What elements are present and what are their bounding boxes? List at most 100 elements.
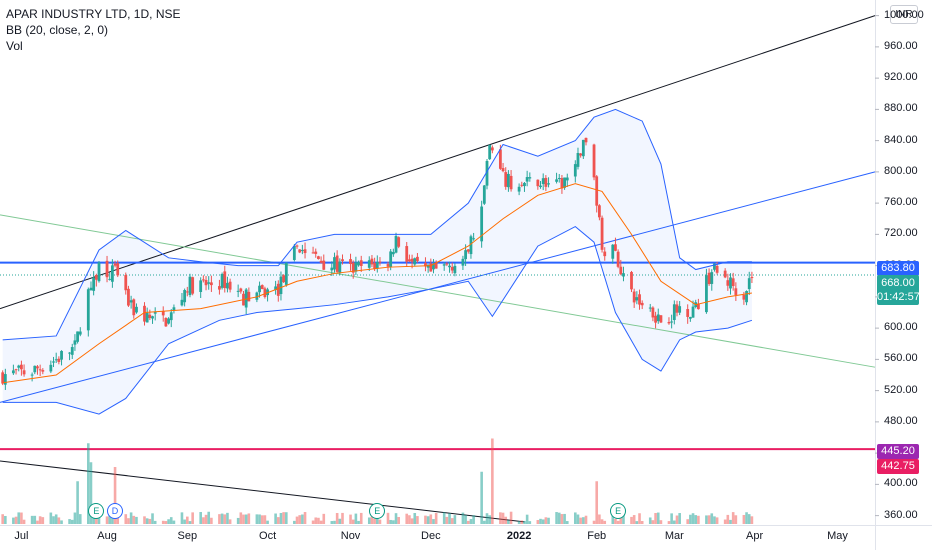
volume-bar [370, 516, 374, 524]
price-tick-label: 960.00 [884, 39, 918, 52]
candle-body [528, 177, 532, 179]
volume-bar [386, 512, 390, 524]
earnings-event-marker[interactable]: E [369, 503, 386, 519]
candle-body [501, 168, 505, 172]
volume-bar [686, 519, 689, 524]
volume-bar [710, 513, 714, 524]
candle-body [742, 295, 746, 300]
candle-body [541, 178, 545, 185]
volume-bar [525, 514, 529, 524]
volume-bar [359, 512, 363, 524]
volume-bar [742, 514, 746, 524]
candle-body [3, 374, 7, 385]
candle-body [731, 278, 735, 287]
trendline-black-upper [0, 15, 876, 310]
candle-body [311, 252, 315, 254]
candle-body [180, 299, 184, 306]
volume-bar [129, 512, 133, 524]
volume-bar [210, 517, 213, 524]
candle-body [185, 291, 189, 293]
volume-bar [434, 512, 438, 524]
volume-bar [731, 512, 735, 524]
candle-body [274, 286, 278, 291]
volume-bar [17, 512, 21, 524]
candle-body [33, 365, 37, 373]
volume-bar [148, 518, 152, 524]
candle-body [349, 259, 352, 265]
volume-bar [317, 517, 320, 524]
candle-body [282, 275, 286, 283]
volume-bar [244, 514, 248, 524]
candle-body [276, 283, 280, 296]
volume-bar [592, 520, 596, 524]
dividend-event-marker[interactable]: D [107, 503, 124, 519]
candle-body [78, 331, 82, 335]
candle-body [153, 312, 157, 314]
volume-bar [218, 514, 221, 524]
volume-bar [426, 516, 430, 524]
volume-bar [461, 512, 465, 524]
candle-body [110, 265, 114, 282]
volume-bar [501, 512, 505, 524]
candle-body [696, 303, 700, 310]
candle-body [750, 277, 754, 279]
earnings-event-marker[interactable]: E [88, 503, 105, 519]
candle-body [298, 249, 302, 253]
candle-body [38, 369, 42, 371]
volume-bar [713, 516, 716, 524]
candle-body [54, 359, 58, 361]
volume-bar [57, 517, 61, 524]
volume-bar [651, 520, 655, 524]
volume-bar [453, 515, 457, 524]
price-tick-label: 400.00 [884, 477, 918, 490]
volume-bar [223, 514, 227, 524]
time-tick-label: Aug [97, 530, 117, 542]
legend-volume[interactable]: Vol [6, 39, 23, 53]
volume-bar [172, 520, 176, 524]
volume-bar [611, 514, 615, 524]
candle-body [490, 147, 494, 151]
volume-bar [560, 514, 564, 524]
volume-bar [258, 514, 261, 524]
legend-bollinger-bands[interactable]: BB (20, close, 2, 0) [6, 23, 109, 37]
volume-bar [41, 517, 45, 524]
volume-bar [279, 512, 283, 524]
volume-bar [408, 515, 411, 524]
volume-bar [667, 521, 671, 524]
volume-bar [124, 514, 128, 524]
candle-body [57, 358, 61, 362]
candle-body [445, 263, 449, 265]
candle-body [373, 263, 377, 269]
candle-body [228, 281, 232, 290]
candle-body [410, 258, 414, 262]
candle-body [584, 137, 588, 143]
volume-bar [536, 520, 540, 524]
legend-symbol: APAR INDUSTRY LTD, 1D, NSE [6, 7, 181, 21]
volume-bar [659, 520, 663, 524]
candle-body [209, 282, 213, 286]
candle-body [317, 256, 320, 260]
candle-body [354, 262, 358, 272]
candle-body [70, 347, 74, 355]
volume-bar [747, 514, 751, 524]
volume-bar [14, 516, 18, 524]
volume-bar [89, 462, 93, 524]
price-tick-label: 920.00 [884, 71, 918, 84]
volume-bar [87, 443, 90, 524]
volume-bar [301, 514, 304, 524]
candle-body [707, 272, 711, 285]
candle-body [656, 314, 660, 322]
volume-bar [274, 513, 277, 524]
earnings-event-marker[interactable]: E [610, 503, 627, 519]
candle-body [73, 340, 77, 345]
candle-body [565, 177, 569, 181]
volume-bar [483, 520, 486, 524]
volume-bar [263, 515, 267, 524]
volume-bar [113, 467, 117, 524]
currency-badge[interactable]: INR [890, 5, 918, 24]
volume-bar [188, 521, 192, 524]
volume-bar [648, 517, 652, 524]
volume-bar [373, 518, 376, 524]
candle-body [619, 266, 623, 275]
